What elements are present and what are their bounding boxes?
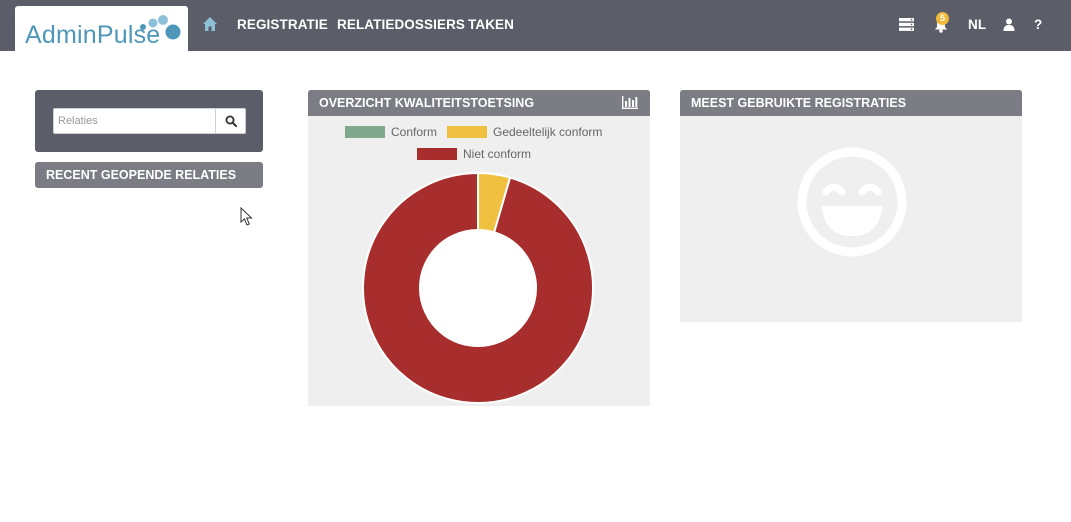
notification-badge: 5 xyxy=(936,12,949,25)
legend-label: Conform xyxy=(391,125,438,139)
smiley-icon xyxy=(797,147,907,257)
legend-item-conform[interactable]: Conform xyxy=(345,125,437,139)
top-navigation-bar: AdminPulse REGISTRATIE RELATIEDOSSIERS T… xyxy=(0,0,1071,51)
search-icon xyxy=(225,115,237,127)
most-used-registrations-panel: MEEST GEBRUIKTE REGISTRATIES xyxy=(680,90,1022,322)
relation-search-input[interactable] xyxy=(53,108,217,134)
language-selector[interactable]: NL xyxy=(968,17,987,32)
donut-slice-niet-conform[interactable] xyxy=(362,172,594,404)
legend-swatch xyxy=(417,148,457,160)
legend-swatch xyxy=(447,126,487,138)
relation-search-panel xyxy=(35,90,263,152)
most-used-registrations-header: MEEST GEBRUIKTE REGISTRATIES xyxy=(680,90,1022,116)
quality-donut-chart xyxy=(362,172,594,404)
search-button[interactable] xyxy=(215,108,246,134)
logo[interactable]: AdminPulse xyxy=(15,6,188,51)
most-used-registrations-title: MEEST GEBRUIKTE REGISTRATIES xyxy=(691,96,907,110)
legend-item-niet-conform[interactable]: Niet conform xyxy=(417,147,531,161)
server-list-icon[interactable] xyxy=(899,18,914,31)
quality-overview-title: OVERZICHT KWALITEITSTOETSING xyxy=(319,96,535,110)
legend-swatch xyxy=(345,126,385,138)
nav-taken[interactable]: TAKEN xyxy=(468,17,514,32)
mouse-cursor-icon xyxy=(240,207,253,226)
quality-overview-header: OVERZICHT KWALITEITSTOETSING xyxy=(308,90,650,116)
legend-label: Niet conform xyxy=(463,147,532,161)
legend-label: Gedeeltelijk conform xyxy=(493,125,603,139)
recent-relations-header: RECENT GEOPENDE RELATIES xyxy=(35,162,263,188)
bar-chart-icon[interactable] xyxy=(622,96,638,109)
nav-registratie[interactable]: REGISTRATIE xyxy=(237,17,328,32)
legend-item-gedeeltelijk-conform[interactable]: Gedeeltelijk conform xyxy=(447,125,602,139)
logo-text: AdminPulse xyxy=(25,21,161,49)
donut-hole xyxy=(421,231,535,345)
nav-relatiedossiers[interactable]: RELATIEDOSSIERS xyxy=(337,17,466,32)
user-icon[interactable] xyxy=(1003,18,1015,31)
home-icon[interactable] xyxy=(202,16,218,32)
logo-dots-icon xyxy=(140,15,181,40)
quality-overview-panel: OVERZICHT KWALITEITSTOETSING Conform Ged… xyxy=(308,90,650,406)
help-button[interactable]: ? xyxy=(1034,17,1043,32)
recent-relations-title: RECENT GEOPENDE RELATIES xyxy=(46,168,237,182)
